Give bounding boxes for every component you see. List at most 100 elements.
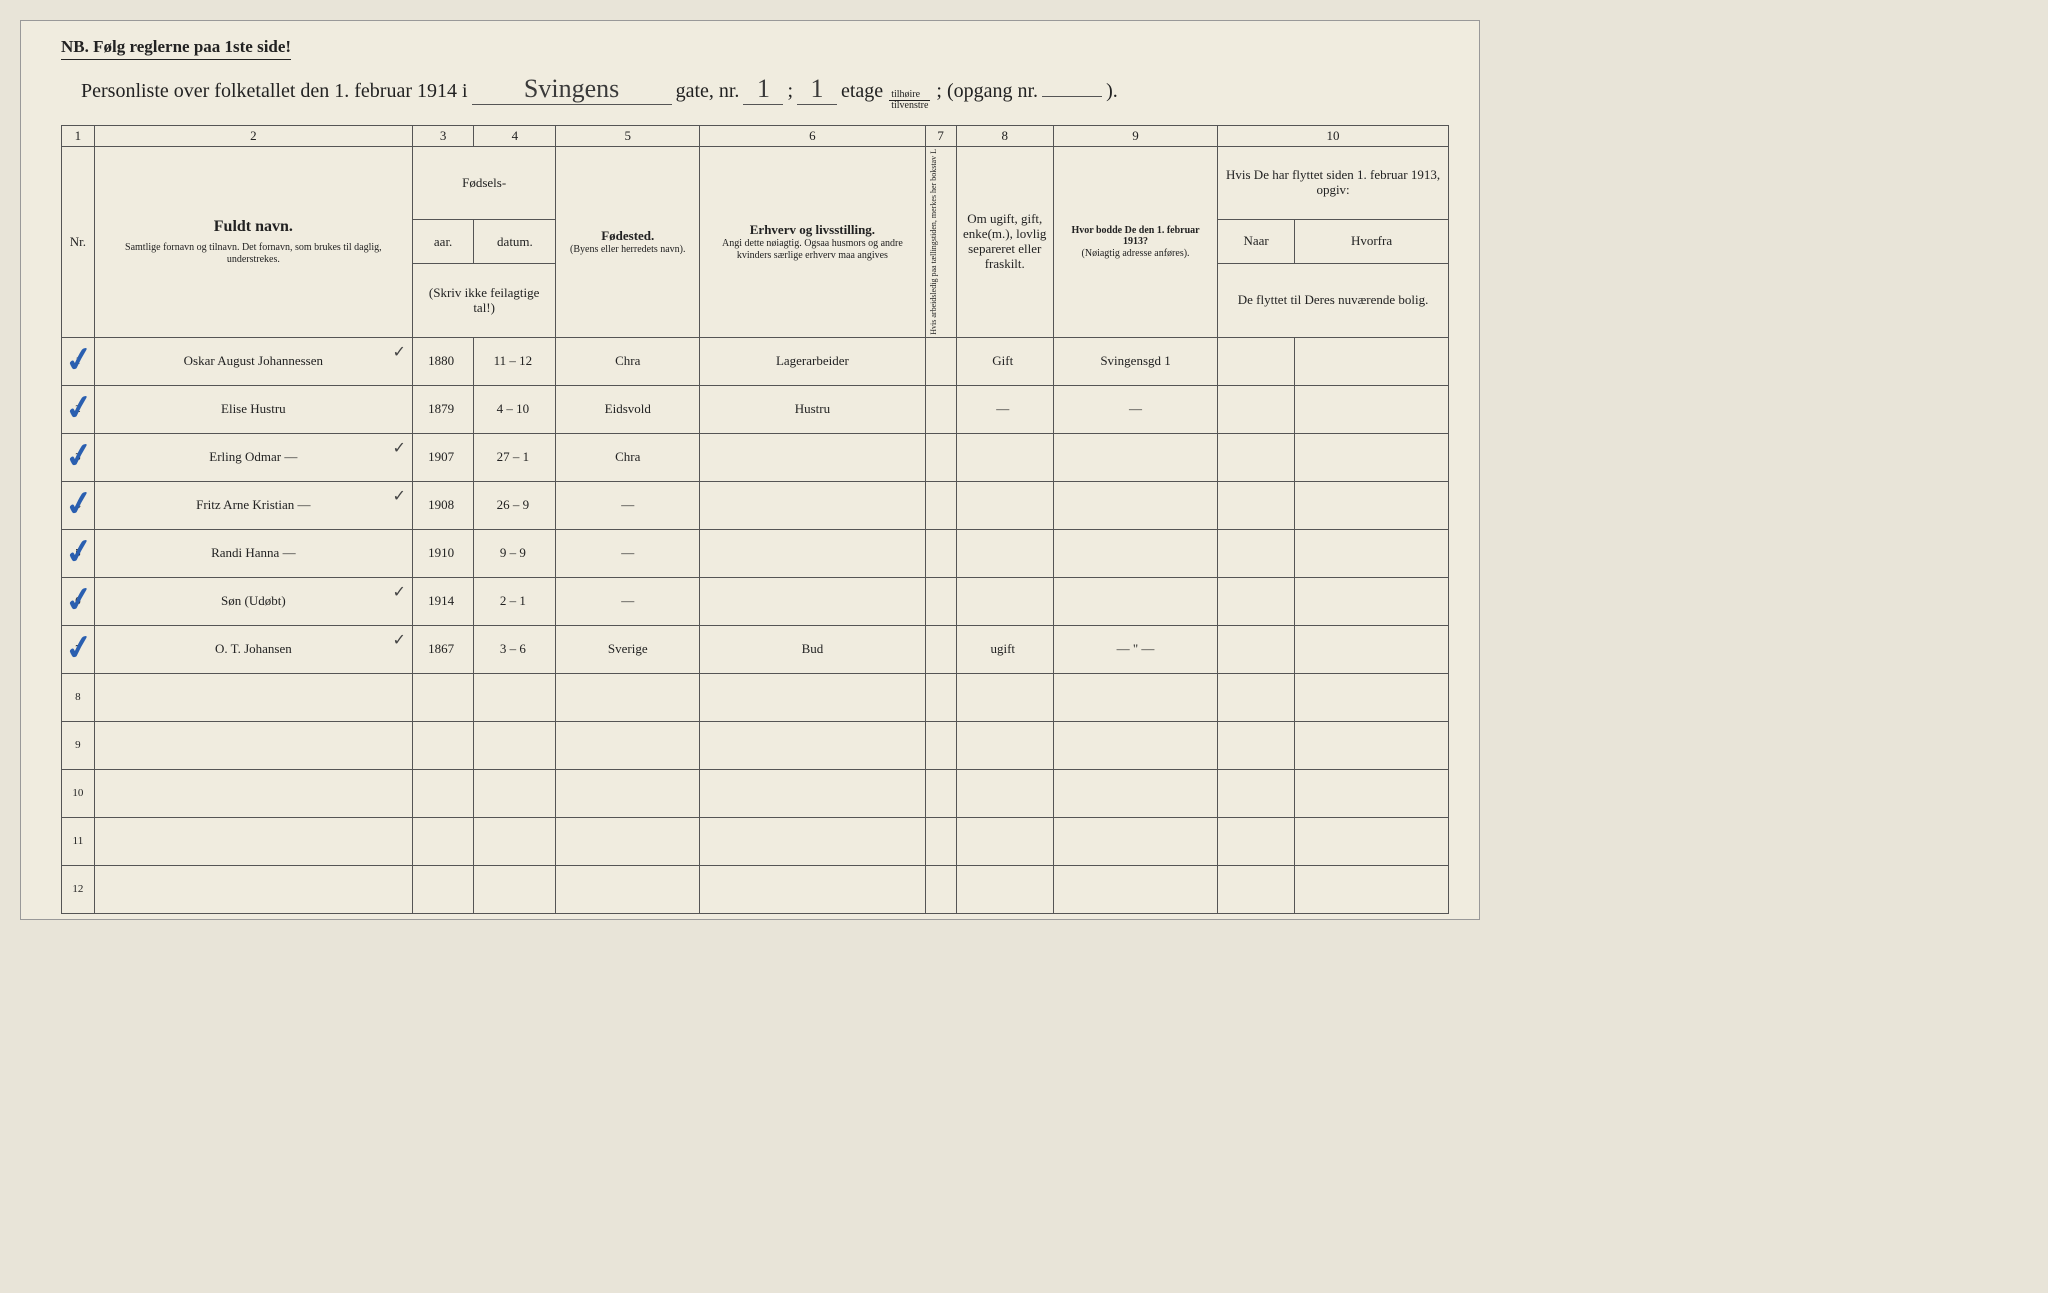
cell-birthplace: Sverige bbox=[556, 625, 700, 673]
cell-when bbox=[1218, 721, 1295, 769]
table-row: 10 bbox=[62, 769, 1449, 817]
cell-date bbox=[474, 769, 556, 817]
table-row: 2Elise Hustru✓18794 – 10EidsvoldHustru—— bbox=[62, 385, 1449, 433]
hdr-occ-sub: Angi dette nøiagtig. Ogsaa husmors og an… bbox=[704, 238, 921, 261]
cell-birthplace: — bbox=[556, 481, 700, 529]
cell-marital: ugift bbox=[956, 625, 1053, 673]
table-row: 11 bbox=[62, 817, 1449, 865]
cell-name bbox=[94, 865, 412, 913]
cell-from bbox=[1295, 481, 1449, 529]
hdr-birthplace-title: Fødested. bbox=[560, 228, 695, 244]
cell-addr1913: — bbox=[1053, 385, 1217, 433]
house-nr: 1 bbox=[743, 74, 783, 105]
sep: ; bbox=[787, 80, 793, 103]
hdr-year: aar. bbox=[412, 220, 474, 264]
table-header: 1 2 3 4 5 6 7 8 9 10 Nr. Fuldt navn. Sam… bbox=[62, 126, 1449, 338]
tick-mark-icon: ✓ bbox=[392, 438, 405, 458]
tick-mark-icon: ✓ bbox=[392, 342, 405, 362]
cell-unemployed bbox=[925, 673, 956, 721]
street-name: Svingens bbox=[472, 74, 672, 105]
cell-birthplace bbox=[556, 769, 700, 817]
cell-date: 4 – 10 bbox=[474, 385, 556, 433]
census-table: 1 2 3 4 5 6 7 8 9 10 Nr. Fuldt navn. Sam… bbox=[61, 125, 1449, 914]
cell-name: Fritz Arne Kristian —✓✓ bbox=[94, 481, 412, 529]
cell-unemployed bbox=[925, 529, 956, 577]
cell-year: 1880 bbox=[412, 337, 474, 385]
nb-notice: NB. Følg reglerne paa 1ste side! bbox=[61, 37, 291, 60]
cell-addr1913 bbox=[1053, 769, 1217, 817]
table-body: 1Oskar August Johannessen✓✓188011 – 12Ch… bbox=[62, 337, 1449, 913]
cell-year bbox=[412, 865, 474, 913]
cell-unemployed bbox=[925, 385, 956, 433]
cell-nr: 9 bbox=[62, 721, 95, 769]
cell-date: 2 – 1 bbox=[474, 577, 556, 625]
hdr-name-title: Fuldt navn. bbox=[99, 218, 408, 236]
cell-name bbox=[94, 769, 412, 817]
cell-when bbox=[1218, 769, 1295, 817]
cell-birthplace bbox=[556, 673, 700, 721]
cell-year bbox=[412, 817, 474, 865]
cell-nr: 12 bbox=[62, 865, 95, 913]
hdr-unemployed-text: Hvis arbeidsledig paa tællingstiden, mer… bbox=[930, 149, 938, 335]
cell-name: O. T. Johansen✓✓ bbox=[94, 625, 412, 673]
cell-marital bbox=[956, 865, 1053, 913]
cell-addr1913 bbox=[1053, 865, 1217, 913]
cell-marital bbox=[956, 769, 1053, 817]
cell-when bbox=[1218, 817, 1295, 865]
colnum-2: 2 bbox=[94, 126, 412, 147]
table-row: 5Randi Hanna —✓19109 – 9— bbox=[62, 529, 1449, 577]
hdr-marital: Om ugift, gift, enke(m.), lovlig separer… bbox=[956, 147, 1053, 338]
cell-when bbox=[1218, 385, 1295, 433]
colnum-6: 6 bbox=[700, 126, 926, 147]
colnum-8: 8 bbox=[956, 126, 1053, 147]
table-row: 8 bbox=[62, 673, 1449, 721]
cell-birthplace: Eidsvold bbox=[556, 385, 700, 433]
cell-marital bbox=[956, 817, 1053, 865]
cell-unemployed bbox=[925, 625, 956, 673]
cell-marital bbox=[956, 529, 1053, 577]
cell-occupation bbox=[700, 481, 926, 529]
cell-nr: 11 bbox=[62, 817, 95, 865]
cell-when bbox=[1218, 481, 1295, 529]
cell-unemployed bbox=[925, 577, 956, 625]
cell-from bbox=[1295, 721, 1449, 769]
cell-from bbox=[1295, 769, 1449, 817]
cell-when bbox=[1218, 865, 1295, 913]
cell-unemployed bbox=[925, 817, 956, 865]
cell-year: 1907 bbox=[412, 433, 474, 481]
cell-birthplace: — bbox=[556, 577, 700, 625]
cell-date bbox=[474, 817, 556, 865]
cell-occupation bbox=[700, 769, 926, 817]
cell-occupation bbox=[700, 817, 926, 865]
cell-occupation: Bud bbox=[700, 625, 926, 673]
hdr-unemployed: Hvis arbeidsledig paa tællingstiden, mer… bbox=[925, 147, 956, 338]
cell-unemployed bbox=[925, 865, 956, 913]
cell-unemployed bbox=[925, 721, 956, 769]
cell-date bbox=[474, 673, 556, 721]
cell-date: 27 – 1 bbox=[474, 433, 556, 481]
cell-from bbox=[1295, 577, 1449, 625]
etage-bot: tilvenstre bbox=[889, 101, 930, 111]
hdr-name: Fuldt navn. Samtlige fornavn og tilnavn.… bbox=[94, 147, 412, 338]
opgang-nr bbox=[1042, 96, 1102, 97]
cell-year: 1914 bbox=[412, 577, 474, 625]
cell-nr: 8 bbox=[62, 673, 95, 721]
tick-mark-icon: ✓ bbox=[392, 486, 405, 506]
cell-addr1913 bbox=[1053, 481, 1217, 529]
cell-year: 1908 bbox=[412, 481, 474, 529]
colnum-9: 9 bbox=[1053, 126, 1217, 147]
cell-addr1913 bbox=[1053, 577, 1217, 625]
cell-occupation bbox=[700, 529, 926, 577]
cell-when bbox=[1218, 337, 1295, 385]
hdr-birthplace: Fødested. (Byens eller herredets navn). bbox=[556, 147, 700, 338]
check-mark-icon: ✓ bbox=[62, 434, 96, 478]
cell-date: 9 – 9 bbox=[474, 529, 556, 577]
title-line: Personliste over folketallet den 1. febr… bbox=[81, 74, 1449, 111]
cell-date bbox=[474, 721, 556, 769]
cell-when bbox=[1218, 625, 1295, 673]
table-row: 12 bbox=[62, 865, 1449, 913]
cell-unemployed bbox=[925, 337, 956, 385]
cell-year: 1867 bbox=[412, 625, 474, 673]
cell-occupation: Hustru bbox=[700, 385, 926, 433]
cell-unemployed bbox=[925, 769, 956, 817]
